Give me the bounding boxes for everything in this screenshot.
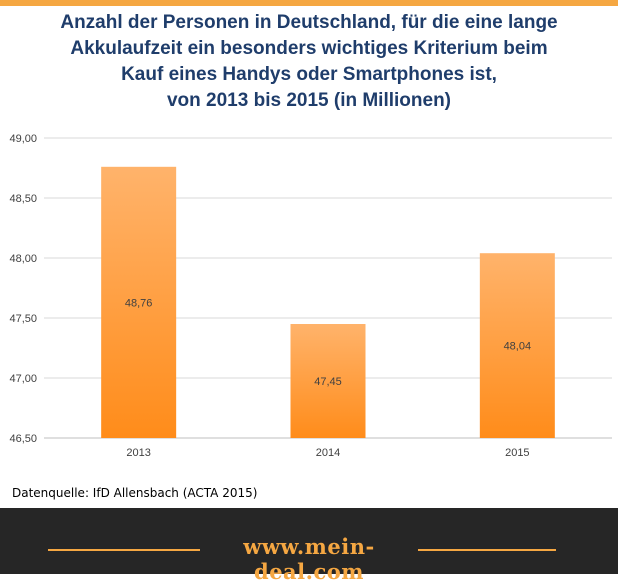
chart-title-line-3: Kauf eines Handys oder Smartphones ist, — [121, 64, 497, 85]
bar-chart: 46,50 47,00 47,50 48,00 48,50 49,00 48,76 47,4… — [9, 133, 612, 459]
bar-2015 — [479, 253, 555, 438]
x-tick-label-2013: 2013 — [126, 447, 150, 459]
footer-url-link[interactable]: www.mein-deal.com — [243, 534, 375, 584]
bar-value-label-2015: 48,04 — [504, 341, 532, 353]
x-tick-label-2015: 2015 — [505, 447, 529, 459]
y-tick-label: 47,50 — [9, 313, 37, 325]
y-axis-ticks: 46,50 47,00 47,50 48,00 48,50 49,00 — [9, 133, 37, 445]
bar-value-label-2014: 47,45 — [314, 376, 342, 388]
y-tick-label: 48,50 — [9, 193, 37, 205]
bar-value-label-2013: 48,76 — [125, 297, 153, 309]
footer-line-left — [48, 549, 200, 551]
x-axis-ticks: 2013 2014 2015 — [126, 447, 529, 459]
chart-title-line-4: von 2013 bis 2015 (in Millionen) — [166, 90, 452, 111]
data-source-note: Datenquelle: IfD Allensbach (ACTA 2015) — [12, 486, 258, 500]
footer-banner: www.mein-deal.com — [0, 508, 618, 584]
y-tick-label: 49,00 — [9, 133, 37, 145]
x-tick-label-2014: 2014 — [316, 447, 340, 459]
top-accent-strip — [0, 0, 618, 6]
bar-2014 — [290, 324, 366, 438]
chart-title: Anzahl der Personen in Deutschland, für … — [20, 10, 598, 114]
footer-line-right — [418, 549, 556, 551]
y-tick-label: 47,00 — [9, 373, 37, 385]
bars — [101, 166, 555, 439]
chart-title-line-2: Akkulaufzeit ein besonders wichtiges Kri… — [70, 38, 548, 59]
bar-2013 — [101, 166, 177, 439]
bar-value-labels: 48,76 47,45 48,04 — [125, 297, 531, 388]
y-tick-label: 48,00 — [9, 253, 37, 265]
y-tick-label: 46,50 — [9, 433, 37, 445]
chart-title-line-1: Anzahl der Personen in Deutschland, für … — [60, 12, 558, 33]
